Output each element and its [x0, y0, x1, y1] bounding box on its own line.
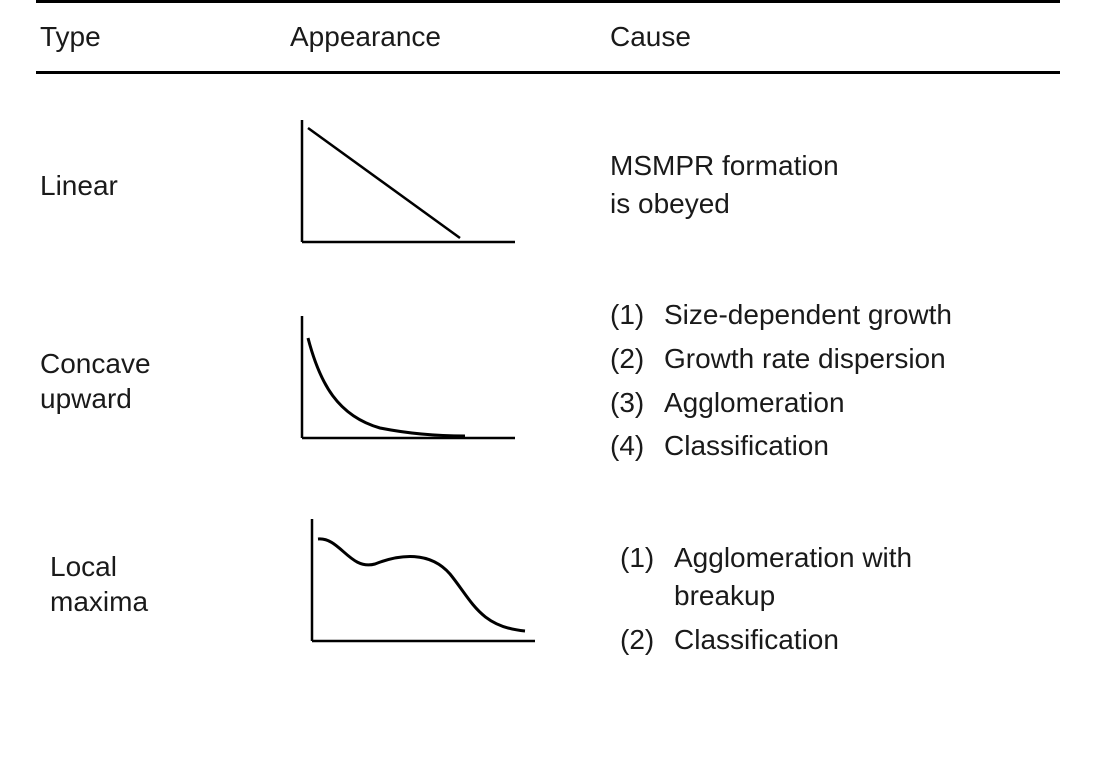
local-maxima-chart-icon	[300, 509, 540, 659]
type-label: Linear	[36, 168, 290, 203]
appearance-chart	[290, 306, 610, 456]
cause-cell: (1) Size-dependent growth (2) Growth rat…	[610, 296, 1060, 465]
table-body: Linear MSMPR formation is obeyed Concave…	[36, 74, 1060, 659]
table-header-row: Type Appearance Cause	[36, 0, 1060, 74]
type-label: Local maxima	[36, 549, 300, 619]
cause-text: Classification	[674, 621, 1060, 659]
cause-cell: MSMPR formation is obeyed	[610, 147, 1060, 223]
cause-num: (1)	[620, 539, 674, 577]
cause-num: (2)	[620, 621, 674, 659]
header-cause: Cause	[610, 21, 1060, 53]
cause-item: (1) Size-dependent growth	[610, 296, 1060, 334]
table-container: Type Appearance Cause Linear MSMPR forma…	[0, 0, 1096, 659]
cause-text: Growth rate dispersion	[664, 340, 1060, 378]
cause-item: (4) Classification	[610, 427, 1060, 465]
cause-num: (3)	[610, 384, 664, 422]
cause-text: Agglomeration with breakup	[674, 539, 1060, 615]
cause-item: (2) Growth rate dispersion	[610, 340, 1060, 378]
cause-text: Agglomeration	[664, 384, 1060, 422]
cause-num: (4)	[610, 427, 664, 465]
table-row: Linear MSMPR formation is obeyed	[36, 110, 1060, 260]
concave-chart-icon	[290, 306, 520, 456]
appearance-chart	[300, 509, 620, 659]
cause-list: (1) Size-dependent growth (2) Growth rat…	[610, 296, 1060, 465]
cause-num: (1)	[610, 296, 664, 334]
cause-item: (2) Classification	[620, 621, 1060, 659]
cause-cell: (1) Agglomeration with breakup (2) Class…	[620, 509, 1060, 658]
header-type: Type	[36, 21, 290, 53]
table-row: Concave upward (1) Size-dependent growth…	[36, 296, 1060, 465]
cause-item: (1) Agglomeration with breakup	[620, 539, 1060, 615]
header-appearance: Appearance	[290, 21, 610, 53]
linear-chart-icon	[290, 110, 520, 260]
cause-num: (2)	[610, 340, 664, 378]
type-label: Concave upward	[36, 346, 290, 416]
table-row: Local maxima (1) Agglomeration with brea…	[36, 509, 1060, 659]
cause-text: MSMPR formation is obeyed	[610, 147, 1060, 223]
cause-text: Size-dependent growth	[664, 296, 1060, 334]
appearance-chart	[290, 110, 610, 260]
cause-list: (1) Agglomeration with breakup (2) Class…	[620, 539, 1060, 658]
cause-text: Classification	[664, 427, 1060, 465]
cause-item: (3) Agglomeration	[610, 384, 1060, 422]
